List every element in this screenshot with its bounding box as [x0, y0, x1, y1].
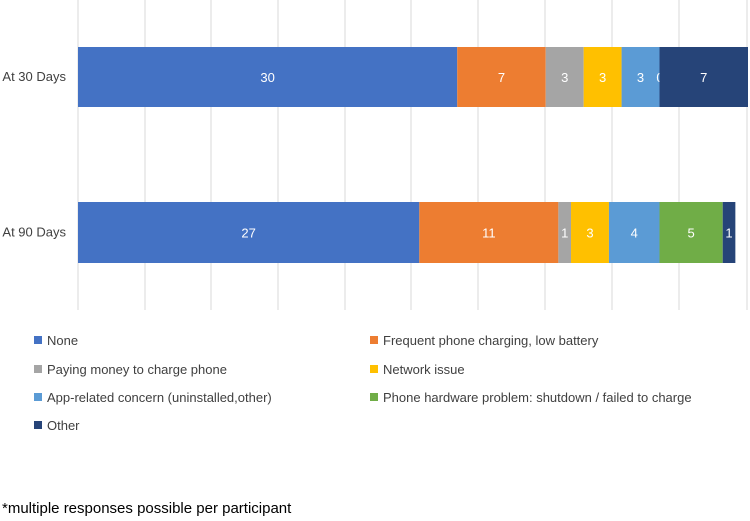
- category-labels: At 30 Days At 90 Days: [2, 69, 66, 240]
- data-label: 7: [498, 70, 505, 85]
- data-label: 1: [725, 226, 732, 241]
- data-label: 11: [482, 226, 496, 241]
- legend-swatch: [370, 393, 378, 401]
- data-label: 7: [700, 70, 707, 85]
- bar-segment: [659, 47, 748, 107]
- data-label: 3: [599, 70, 606, 85]
- legend-swatch: [370, 365, 378, 373]
- legend-swatch: [34, 336, 42, 344]
- bar-segment: [545, 47, 584, 107]
- category-label: At 90 Days: [2, 225, 66, 240]
- data-label: 4: [631, 226, 638, 241]
- legend-swatch: [34, 421, 42, 429]
- legend-item-network-issue: Network issue: [370, 362, 465, 377]
- legend-item-paying-money: Paying money to charge phone: [34, 362, 227, 377]
- bar-segment: [558, 202, 572, 263]
- legend-item-hardware-problem: Phone hardware problem: shutdown / faile…: [370, 390, 692, 405]
- bar-segment: [608, 202, 660, 263]
- data-label: 1: [561, 226, 568, 241]
- legend-swatch: [34, 365, 42, 373]
- legend-swatch: [370, 336, 378, 344]
- bar-segment: [659, 202, 723, 263]
- legend-swatch: [34, 393, 42, 401]
- bar-segment: [78, 202, 420, 263]
- data-label: 3: [561, 70, 568, 85]
- bar-segment: [583, 47, 622, 107]
- data-label: 3: [637, 70, 644, 85]
- legend-item-frequent-charging: Frequent phone charging, low battery: [370, 333, 598, 348]
- bar-segment: [621, 47, 660, 107]
- legend-item-app-related: App-related concern (uninstalled,other): [34, 390, 272, 405]
- bar-segment: [78, 47, 458, 107]
- bar-segment: [457, 47, 546, 107]
- category-label: At 30 Days: [2, 69, 66, 84]
- bars: 30733307271113451: [78, 47, 748, 263]
- data-label: 27: [241, 226, 255, 241]
- legend-item-none: None: [34, 333, 78, 348]
- bar-segment: [571, 202, 609, 263]
- gridlines: [77, 0, 748, 310]
- data-label: 5: [687, 226, 694, 241]
- data-label: 3: [586, 226, 593, 241]
- bar-segment: [419, 202, 559, 263]
- legend-item-other: Other: [34, 418, 80, 433]
- data-label: 30: [260, 70, 274, 85]
- footnote: *multiple responses possible per partici…: [2, 500, 292, 517]
- bar-segment: [722, 202, 736, 263]
